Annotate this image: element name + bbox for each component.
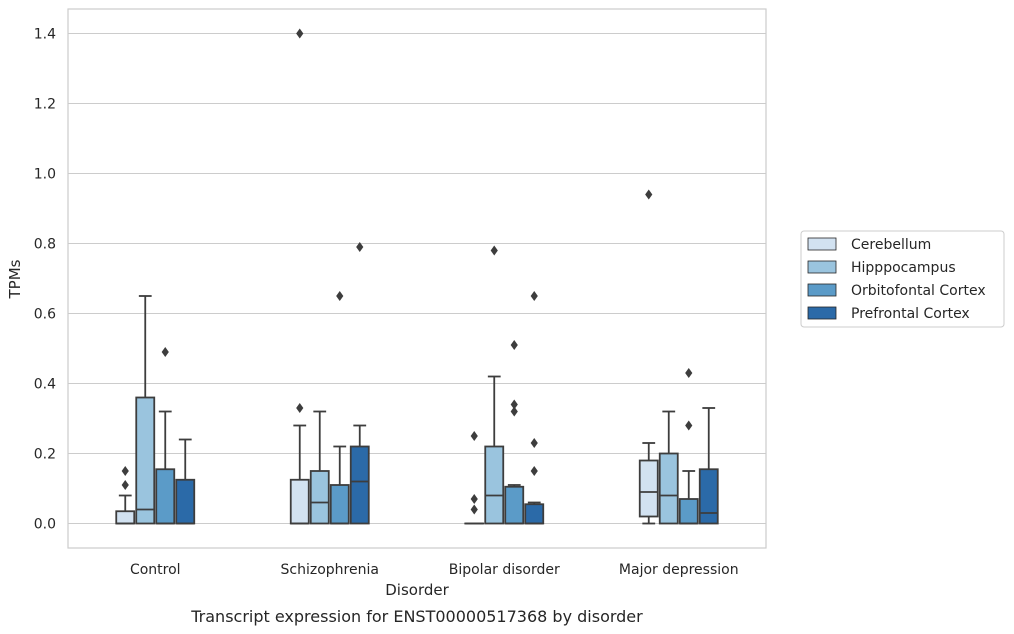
outlier-point	[470, 431, 478, 441]
box	[658, 452, 679, 525]
outlier-point	[121, 480, 129, 490]
box	[484, 445, 505, 525]
y-tick-label: 0.8	[34, 237, 56, 253]
legend-label: Prefrontal Cortex	[851, 306, 970, 322]
legend-label: Cerebellum	[851, 237, 931, 253]
outlier-point	[685, 420, 693, 431]
y-tick-label: 0.4	[34, 377, 56, 393]
x-tick-label: Control	[130, 562, 181, 578]
y-tick-label: 0.0	[34, 517, 56, 533]
box	[638, 459, 659, 518]
box	[698, 468, 719, 525]
outlier-point	[510, 399, 518, 410]
outlier-point	[530, 438, 538, 448]
legend-swatch	[807, 237, 837, 251]
plot-marks	[115, 28, 719, 525]
y-axis-title: TPMs	[6, 259, 24, 299]
outlier-point	[510, 340, 518, 350]
box	[329, 484, 350, 525]
x-tick-label: Bipolar disorder	[449, 562, 560, 578]
y-tick-label: 1.4	[34, 27, 56, 43]
box	[115, 510, 136, 525]
box	[289, 478, 310, 525]
outlier-point	[296, 403, 304, 413]
box	[135, 396, 156, 525]
box	[678, 498, 699, 525]
box	[155, 468, 176, 525]
box	[309, 470, 330, 525]
outlier-point	[161, 347, 169, 357]
box	[175, 478, 196, 525]
y-tick-label: 1.2	[34, 97, 56, 113]
outlier-point	[296, 28, 304, 39]
outlier-point	[121, 466, 129, 476]
outlier-point	[685, 368, 693, 378]
x-tick-label: Major depression	[619, 562, 739, 578]
outlier-point	[645, 189, 653, 200]
legend-label: Orbitofontal Cortex	[851, 283, 986, 299]
outlier-point	[470, 504, 478, 515]
y-tick-label: 1.0	[34, 167, 56, 183]
legend-swatch	[807, 283, 837, 297]
legend-swatch	[807, 306, 837, 320]
outlier-point	[356, 242, 364, 252]
box	[504, 485, 525, 525]
outlier-point	[490, 245, 498, 256]
outlier-point	[470, 494, 478, 504]
outlier-point	[510, 406, 518, 417]
legend-label: Hipppocampus	[851, 260, 956, 276]
chart-caption: Transcript expression for ENST0000051736…	[190, 607, 643, 626]
y-axis-ticks: 0.0 0.2 0.4 0.6 0.8 1.0 1.2 1.4	[34, 27, 56, 533]
x-tick-label: Schizophrenia	[281, 562, 379, 578]
outlier-point	[530, 466, 538, 476]
y-tick-label: 0.6	[34, 307, 56, 323]
legend-swatch	[807, 260, 837, 274]
plot-frame	[67, 8, 767, 549]
box	[349, 445, 370, 525]
box	[524, 503, 545, 525]
outlier-point	[530, 291, 538, 301]
outlier-point	[336, 291, 344, 301]
x-axis-title: Disorder	[385, 581, 449, 599]
legend-frame	[800, 230, 1005, 328]
legend: Cerebellum Hipppocampus Orbitofontal Corte…	[800, 230, 1005, 328]
x-axis-ticks: Control Schizophrenia Bipolar disorder Majo…	[130, 562, 739, 578]
y-tick-label: 0.2	[34, 447, 56, 463]
